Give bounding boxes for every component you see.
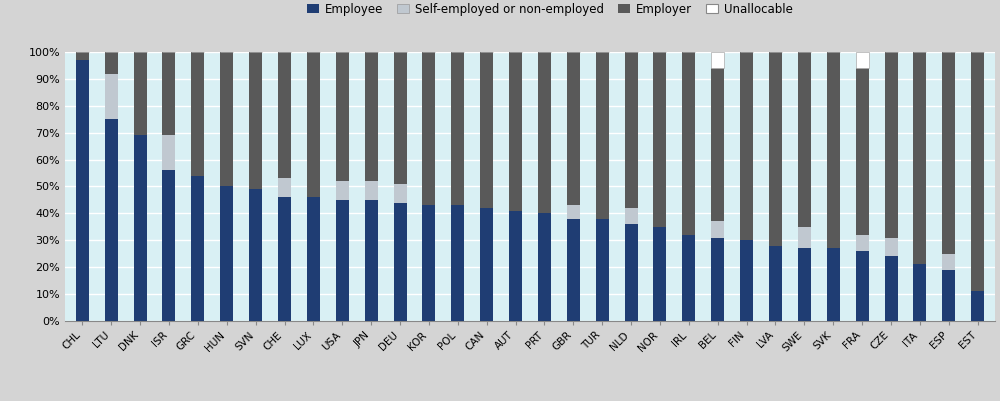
Bar — [567, 205, 580, 219]
Bar — [885, 237, 898, 256]
Bar — [336, 200, 349, 321]
Bar — [278, 197, 291, 321]
Bar — [538, 213, 551, 321]
Bar — [191, 52, 204, 176]
Bar — [422, 52, 435, 205]
Bar — [365, 181, 378, 200]
Bar — [394, 52, 407, 184]
Bar — [913, 264, 926, 321]
Bar — [856, 251, 869, 321]
Bar — [249, 52, 262, 189]
Bar — [653, 52, 666, 227]
Bar — [307, 197, 320, 321]
Bar — [682, 235, 695, 321]
Bar — [625, 224, 638, 321]
Bar — [682, 52, 695, 235]
Bar — [278, 178, 291, 197]
Bar — [740, 240, 753, 321]
Bar — [162, 136, 175, 170]
Bar — [509, 52, 522, 211]
Bar — [451, 205, 464, 321]
Legend: Employee, Self-employed or non-employed, Employer, Unallocable: Employee, Self-employed or non-employed,… — [302, 0, 798, 20]
Bar — [105, 74, 118, 119]
Bar — [76, 52, 89, 60]
Bar — [394, 203, 407, 321]
Bar — [220, 52, 233, 186]
Bar — [336, 181, 349, 200]
Bar — [191, 176, 204, 321]
Bar — [653, 227, 666, 321]
Bar — [711, 52, 724, 68]
Bar — [596, 52, 609, 219]
Bar — [336, 52, 349, 181]
Bar — [220, 186, 233, 321]
Bar — [856, 52, 869, 68]
Bar — [711, 68, 724, 221]
Bar — [798, 227, 811, 248]
Bar — [740, 52, 753, 240]
Bar — [827, 52, 840, 248]
Bar — [711, 221, 724, 237]
Bar — [885, 52, 898, 237]
Bar — [451, 52, 464, 205]
Bar — [567, 52, 580, 205]
Bar — [971, 52, 984, 291]
Bar — [249, 189, 262, 321]
Bar — [769, 245, 782, 321]
Bar — [509, 211, 522, 321]
Bar — [798, 248, 811, 321]
Bar — [162, 52, 175, 136]
Bar — [942, 52, 955, 254]
Bar — [422, 205, 435, 321]
Bar — [625, 208, 638, 224]
Bar — [827, 248, 840, 321]
Bar — [134, 136, 147, 321]
Bar — [394, 184, 407, 203]
Bar — [971, 291, 984, 321]
Bar — [711, 237, 724, 321]
Bar — [942, 254, 955, 270]
Bar — [769, 52, 782, 245]
Bar — [856, 68, 869, 235]
Bar — [365, 52, 378, 181]
Bar — [567, 219, 580, 321]
Bar — [162, 170, 175, 321]
Bar — [885, 256, 898, 321]
Bar — [625, 52, 638, 208]
Bar — [365, 200, 378, 321]
Bar — [538, 52, 551, 213]
Bar — [942, 270, 955, 321]
Bar — [480, 208, 493, 321]
Bar — [307, 52, 320, 197]
Bar — [278, 52, 291, 178]
Bar — [105, 52, 118, 74]
Bar — [105, 119, 118, 321]
Bar — [856, 235, 869, 251]
Bar — [913, 52, 926, 264]
Bar — [596, 219, 609, 321]
Bar — [798, 52, 811, 227]
Bar — [134, 52, 147, 136]
Bar — [76, 60, 89, 321]
Bar — [480, 52, 493, 208]
